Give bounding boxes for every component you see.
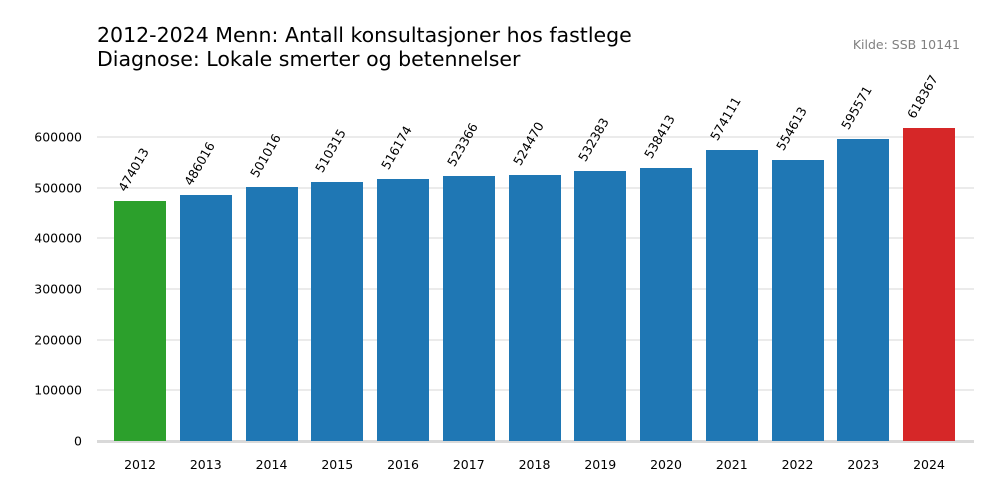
- bar-2018: [508, 175, 561, 441]
- bar-2013: [179, 194, 232, 441]
- x-tick-label: 2021: [715, 457, 748, 472]
- x-tick-label: 2013: [189, 457, 222, 472]
- x-tick-label: 2017: [452, 457, 485, 472]
- gridline: [97, 136, 974, 138]
- x-tick-label: 2012: [124, 457, 156, 472]
- value-label: 501016: [246, 131, 284, 181]
- value-label: 532383: [575, 115, 613, 165]
- value-label: 486016: [180, 138, 218, 188]
- x-tick-label: 2020: [650, 457, 682, 472]
- x-tick-label: 2019: [584, 457, 617, 472]
- y-tick-label: 300000: [34, 281, 82, 297]
- y-tick-label: 400000: [34, 230, 82, 246]
- x-tick-label: 2023: [847, 457, 880, 472]
- value-label: 516174: [378, 123, 415, 173]
- chart-title: 2012-2024 Menn: Antall konsultasjoner ho…: [97, 23, 632, 71]
- value-label: 554613: [772, 104, 810, 153]
- y-tick-label: 200000: [34, 332, 82, 348]
- bar-2012: [114, 200, 166, 441]
- value-label: 524470: [509, 119, 547, 169]
- x-tick-label: 2018: [518, 457, 551, 472]
- value-label: 510315: [312, 126, 350, 176]
- value-label: 523366: [443, 119, 481, 169]
- y-tick-label: 500000: [34, 180, 82, 196]
- bar-2014: [245, 187, 298, 441]
- bar-2024: [903, 127, 955, 441]
- bar-2015: [311, 182, 364, 441]
- y-tick-label: 0: [74, 433, 82, 449]
- bar-2020: [640, 168, 692, 441]
- value-label: 595571: [838, 83, 876, 133]
- y-tick-label: 600000: [34, 129, 82, 145]
- plot-area: 0 100000 200000 300000 400000 500000 600000 474…: [34, 0, 974, 500]
- bar-2023: [837, 139, 890, 441]
- bar-2017: [442, 175, 495, 441]
- bar-2022: [771, 160, 824, 441]
- bar-2019: [574, 171, 627, 441]
- source-note: Kilde: SSB 10141: [852, 37, 960, 52]
- x-tick-label: 2022: [781, 457, 814, 472]
- bar-2016: [377, 179, 429, 441]
- bar-2021: [705, 150, 758, 441]
- x-tick-label: 2016: [387, 457, 419, 472]
- x-tick-label: 2024: [913, 457, 945, 472]
- value-label: 618367: [904, 71, 941, 121]
- y-tick-label: 100000: [34, 382, 82, 398]
- x-tick-label: 2014: [255, 457, 288, 472]
- chart-title-line2: Diagnose: Lokale smerter og betennelser: [97, 47, 521, 71]
- x-tick-label: 2015: [321, 457, 354, 472]
- chart-title-line1: 2012-2024 Menn: Antall konsultasjoner ho…: [97, 23, 632, 47]
- x-axis-baseline: [97, 440, 974, 443]
